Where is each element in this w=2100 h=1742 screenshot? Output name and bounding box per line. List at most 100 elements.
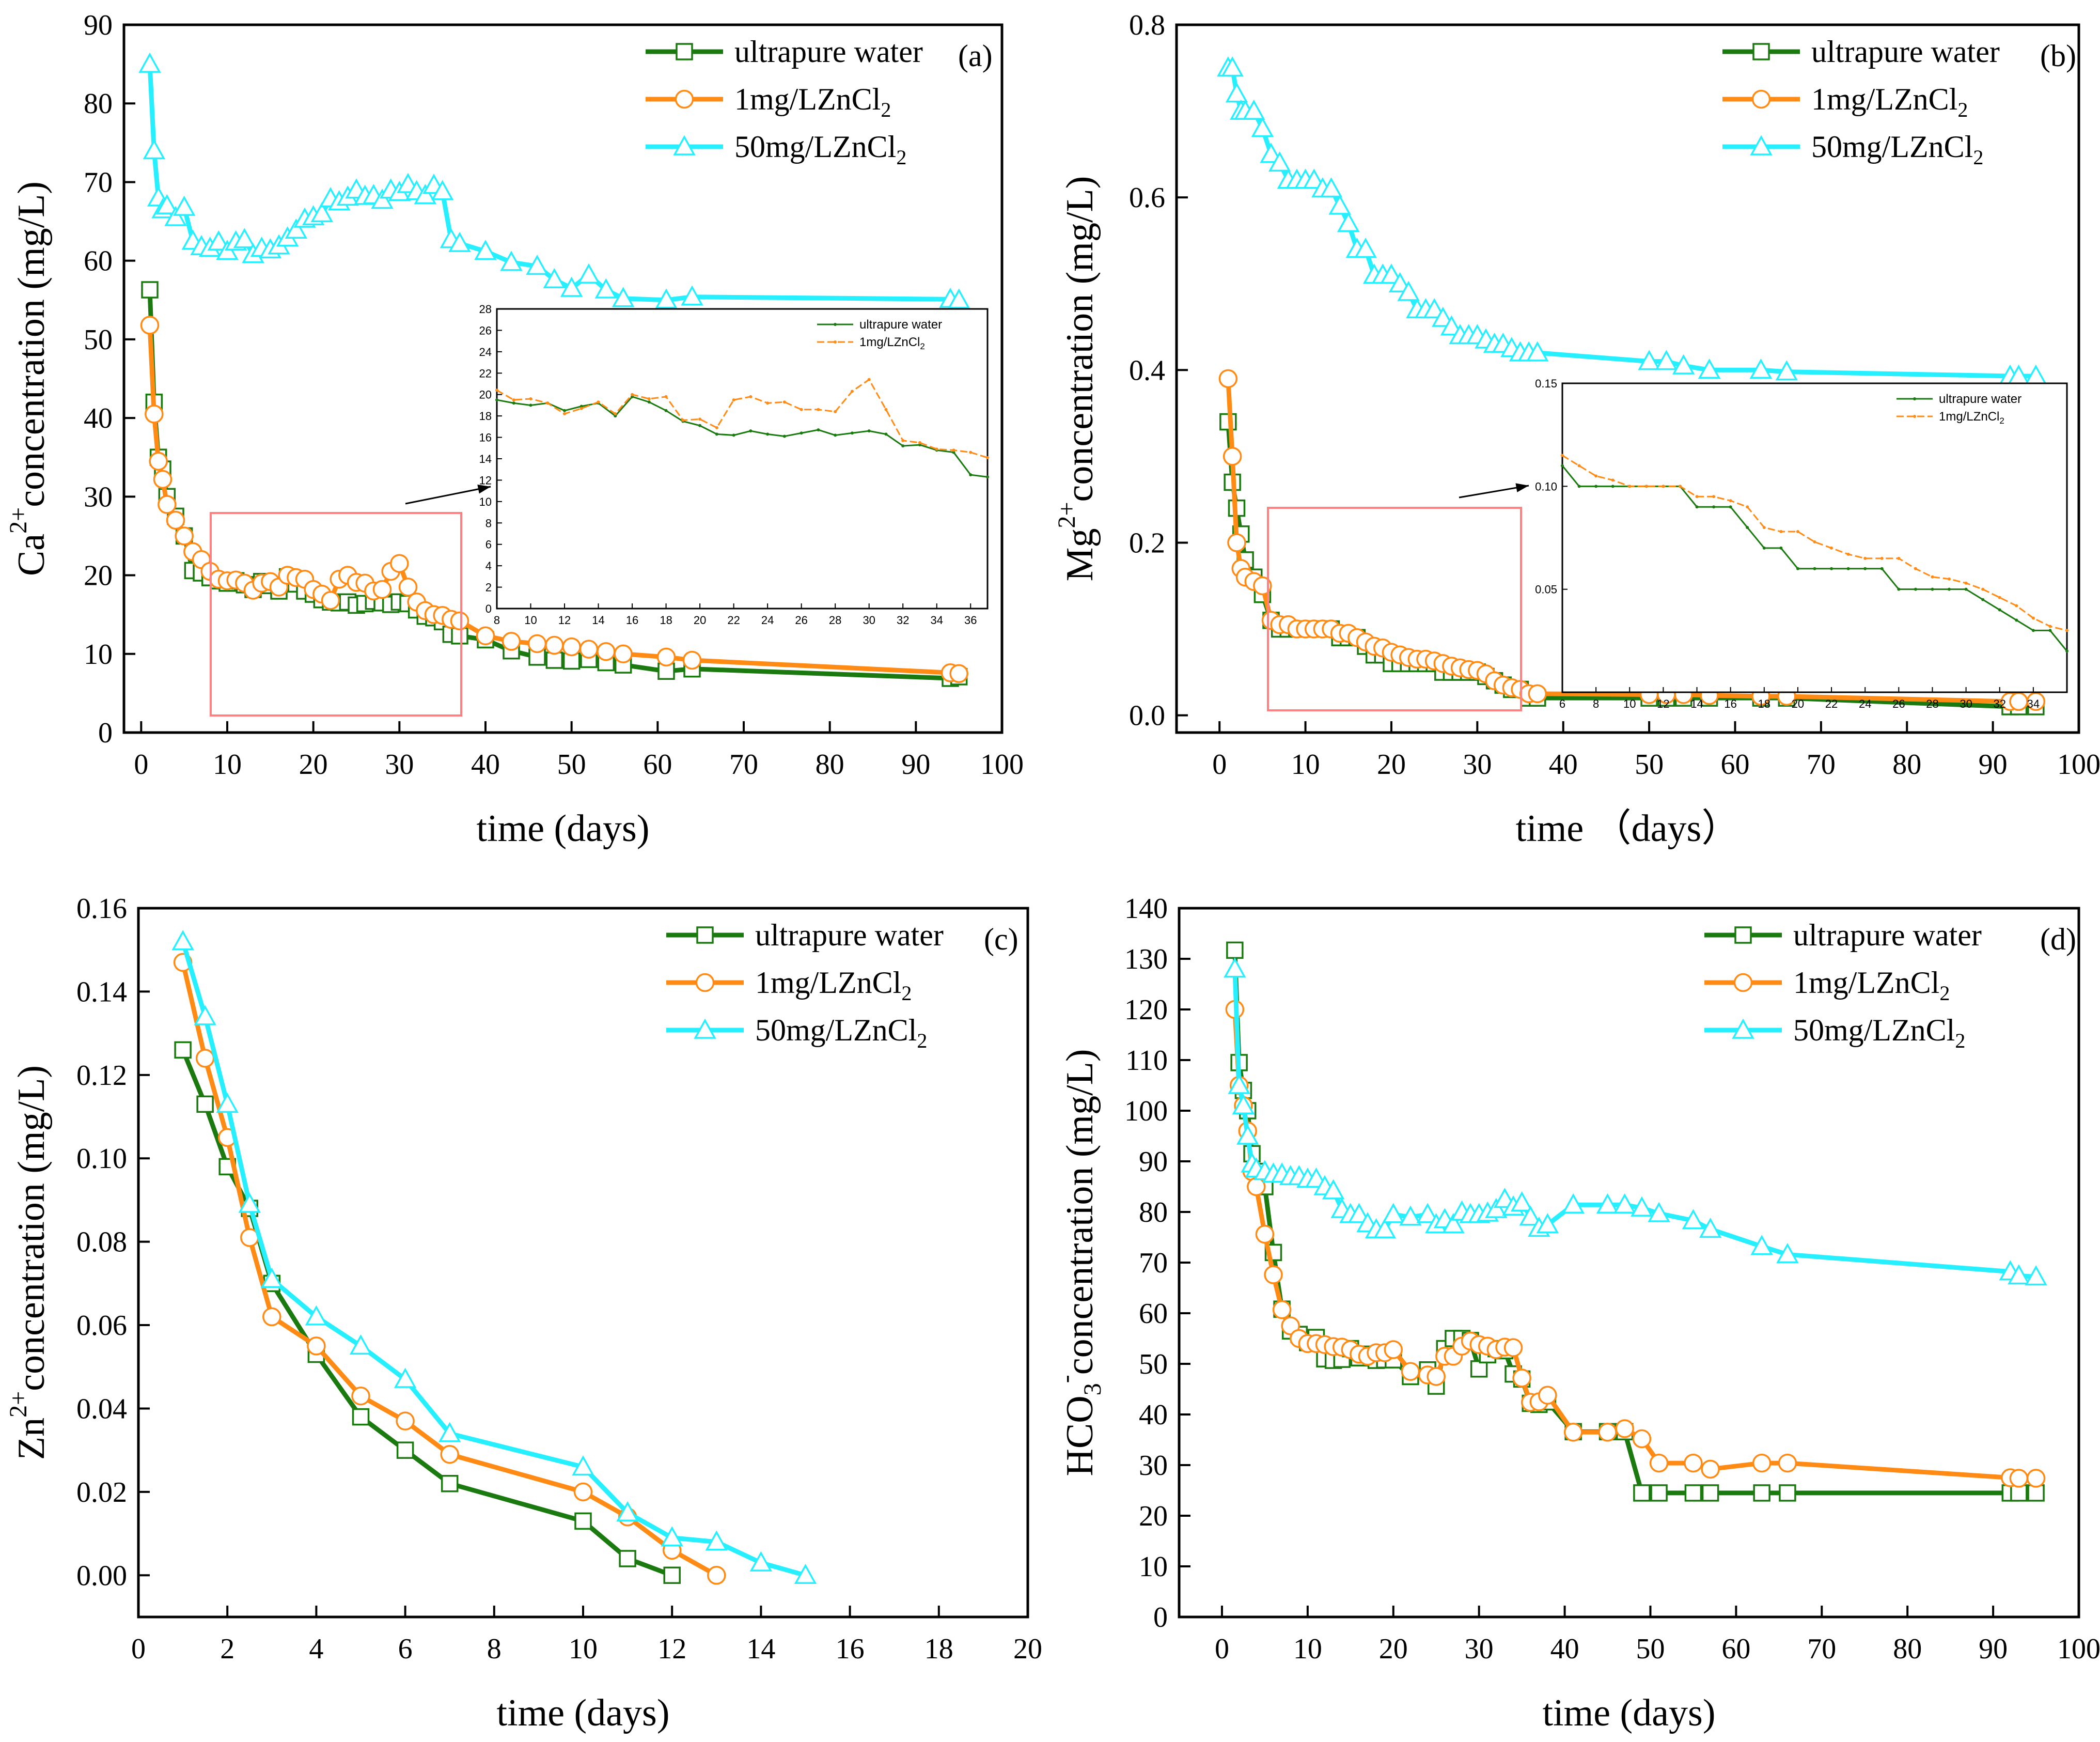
data-point-green: [1633, 1484, 1651, 1502]
x-tick-label: 70: [1807, 749, 1836, 781]
inset-y-tick-label: 8: [485, 517, 492, 530]
inset-data-point-green: [579, 405, 583, 408]
inset-data-point-orange: [1846, 552, 1850, 556]
legend-entry-label: 1mg/LZnCl2: [734, 82, 891, 121]
legend-marker-cyan: [1732, 1018, 1754, 1039]
legend-entry-name: ultrapure water: [734, 35, 923, 69]
data-point-orange: [1649, 1453, 1669, 1473]
x-tick-label: 0: [131, 1633, 146, 1665]
inset-y-tick-label: 28: [479, 303, 492, 316]
inset-data-point-orange: [563, 412, 567, 415]
y-tick-label: 0.08: [76, 1226, 127, 1258]
data-point-cyan: [1423, 298, 1446, 319]
inset-data-point-green: [1577, 485, 1581, 488]
data-point-orange: [1503, 1338, 1523, 1357]
series-layer: [1224, 941, 2047, 1502]
chart-panel-c: 0 2 4 6 8 10 12 14 16 18 20 0.00 0.02 0.04 0.06 0.08 0.1…: [5, 893, 1042, 1734]
legend-marker-cyan: [694, 1018, 716, 1039]
data-point-orange: [502, 632, 521, 651]
y-tick-label: 90: [1139, 1146, 1168, 1178]
inset-data-point-green: [1762, 546, 1766, 550]
data-point-cyan: [1510, 1191, 1533, 1212]
inset-data-point-green: [1964, 587, 1968, 591]
data-point-cyan: [438, 1422, 461, 1442]
inset-data-point-green: [986, 475, 989, 479]
data-point-cyan: [1638, 350, 1660, 370]
y-tick-label: 0.14: [76, 976, 127, 1008]
inset-data-point-orange: [1998, 596, 2001, 599]
data-point-cyan: [1322, 1179, 1345, 1200]
legend-entry-name: 50mg/LZnCl: [1793, 1013, 1955, 1047]
y-axis-label-unit: concentration (mg/L): [10, 1065, 53, 1391]
data-point-orange: [1384, 1340, 1403, 1359]
legend-marker-green: [696, 926, 714, 944]
inset-data-point-green: [817, 428, 820, 432]
data-point-cyan: [1698, 358, 1721, 379]
inset-data-point-orange: [1880, 556, 1884, 560]
inset-y-tick-label: 14: [479, 453, 492, 465]
inset-data-point-orange: [1762, 526, 1766, 530]
data-point-green: [619, 1550, 636, 1567]
inset-legend-marker: [1913, 415, 1916, 418]
panel-label: (a): [958, 39, 993, 73]
inset-x-tick-label: 16: [626, 614, 638, 627]
y-tick-label: 30: [1139, 1450, 1168, 1482]
data-point-orange: [1281, 1316, 1300, 1335]
data-point-orange: [656, 647, 676, 667]
inset-data-point-orange: [631, 393, 634, 396]
inset-y-tick-label: 22: [479, 367, 492, 380]
y-tick-label: 140: [1124, 893, 1168, 925]
inset-data-point-green: [2031, 629, 2035, 632]
data-point-orange: [1253, 576, 1272, 596]
x-tick-label: 90: [901, 749, 930, 781]
data-point-cyan: [681, 285, 703, 306]
inset-legend-name: ultrapure water: [859, 318, 942, 332]
inset-data-point-orange: [1863, 556, 1867, 560]
data-point-orange: [949, 664, 968, 683]
inset-data-point-orange: [715, 426, 718, 429]
inset-data-point-orange: [867, 378, 871, 381]
y-tick-label: 20: [1139, 1500, 1168, 1532]
data-point-cyan: [1221, 56, 1244, 77]
inset-data-point-green: [2048, 629, 2052, 632]
inset-data-point-green: [1830, 567, 1833, 570]
inset-x-tick-label: 24: [1859, 697, 1871, 710]
inset-data-point-green: [2065, 649, 2068, 653]
inset-data-point-green: [664, 409, 668, 412]
inset-x-tick-label: 34: [2027, 697, 2040, 710]
panel-label: (d): [2040, 922, 2076, 956]
data-point-cyan: [1399, 1205, 1422, 1226]
x-tick-label: 0: [1212, 749, 1227, 781]
data-point-cyan: [577, 263, 600, 284]
y-tick-label: 0.2: [1129, 527, 1165, 559]
data-point-orange: [562, 637, 581, 657]
plot-frame: [122, 23, 1004, 734]
data-point-green: [141, 281, 159, 299]
legend-entry-name: 1mg/LZnCl: [755, 966, 901, 1000]
data-point-cyan: [526, 254, 548, 275]
data-point-orange: [440, 1444, 459, 1464]
x-tick-label: 50: [1635, 749, 1664, 781]
y-tick-label: 50: [1139, 1348, 1168, 1380]
inset-y-tick-label: 16: [479, 431, 492, 444]
data-point-orange: [1632, 1429, 1652, 1449]
data-point-orange: [1538, 1386, 1557, 1405]
inset-data-point-orange: [1830, 546, 1833, 550]
inset-data-point-green: [884, 432, 888, 436]
inset-x-tick-label: 32: [897, 614, 909, 627]
data-point-cyan: [1243, 99, 1265, 120]
inset-data-point-green: [1998, 608, 2001, 612]
legend-entry-subscript: 2: [1955, 1029, 1965, 1052]
y-tick-label: 0.4: [1129, 354, 1165, 386]
data-point-cyan: [612, 287, 635, 307]
inset-x-tick-label: 20: [1792, 697, 1804, 710]
legend-entry-label: 50mg/LZnCl2: [1793, 1013, 1965, 1052]
data-point-orange: [175, 526, 194, 546]
x-tick-label: 8: [487, 1633, 502, 1665]
legend-entry-subscript: 2: [896, 146, 906, 169]
x-tick-label: 0: [134, 749, 148, 781]
data-point-orange: [682, 650, 702, 670]
